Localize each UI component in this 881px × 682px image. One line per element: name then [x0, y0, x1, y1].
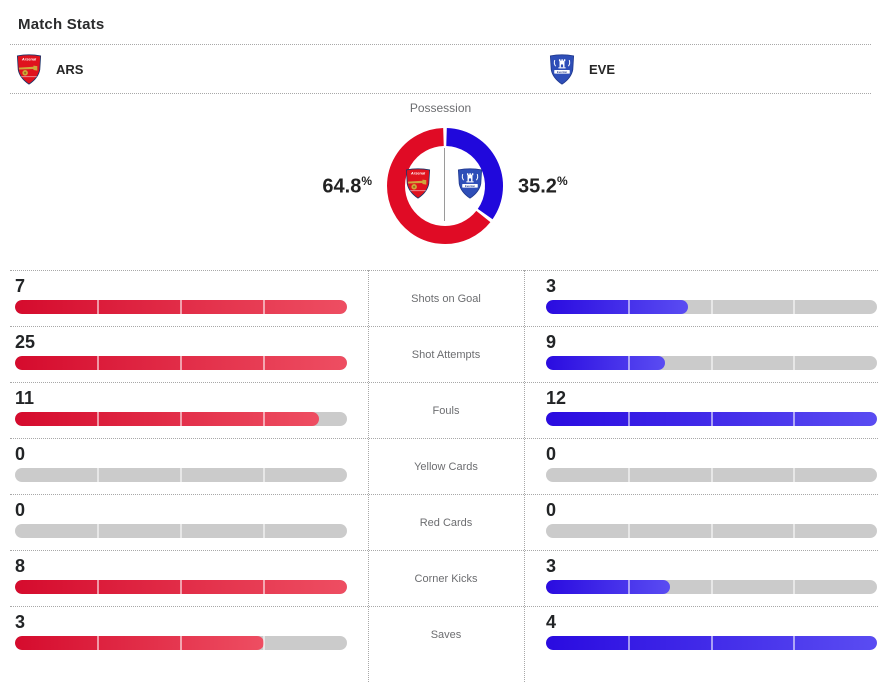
- home-stat-bar: [15, 636, 347, 650]
- away-stat-value: 12: [546, 388, 567, 408]
- home-stat-value: 11: [15, 388, 35, 408]
- home-team: ARS: [15, 45, 83, 93]
- stat-row: 8 Corner Kicks 3: [10, 550, 878, 606]
- divider: [10, 93, 871, 94]
- home-stat-bar: [15, 356, 347, 370]
- possession-label: Possession: [409, 101, 472, 115]
- away-stat-bar: [546, 636, 877, 650]
- home-stat-bar: [15, 468, 347, 482]
- home-stat-bar: [15, 524, 347, 538]
- stat-label: Fouls: [432, 404, 460, 417]
- away-stat-value: 9: [546, 332, 557, 352]
- home-team-abbr: ARS: [56, 61, 84, 77]
- stat-label: Saves: [430, 628, 462, 641]
- away-stat-bar: [546, 580, 877, 594]
- stat-row: 0 Red Cards 0: [10, 494, 878, 550]
- home-stat-value: 25: [15, 332, 36, 352]
- panel-header: Match Stats: [0, 0, 881, 44]
- stat-row: 0 Yellow Cards 0: [10, 438, 878, 494]
- divider: [368, 270, 369, 682]
- possession-section: Possession 64.8% 35.2%: [0, 94, 881, 270]
- home-stat-bar: [15, 580, 347, 594]
- away-stat-value: 3: [546, 276, 557, 296]
- away-stat-bar: [546, 468, 877, 482]
- home-stat-value: 8: [15, 556, 26, 576]
- away-stat-value: 3: [546, 556, 557, 576]
- team-row: ARS EVE: [0, 45, 881, 93]
- home-possession-pct: 64.8%: [322, 173, 372, 198]
- away-possession-pct: 35.2%: [518, 173, 568, 198]
- divider: [10, 44, 871, 45]
- arsenal-crest-icon: [404, 168, 432, 199]
- away-stat-value: 4: [546, 612, 557, 632]
- stat-label: Corner Kicks: [414, 572, 478, 585]
- stat-row: 11 Fouls 12: [10, 382, 878, 438]
- away-stat-bar: [546, 524, 877, 538]
- home-stat-bar: [15, 412, 347, 426]
- everton-crest-icon: [456, 168, 484, 199]
- stat-row: 3 Saves 4: [10, 606, 878, 662]
- away-stat-bar: [546, 412, 877, 426]
- stats-table: 7 Shots on Goal 3 25 Shot Attempt: [10, 270, 878, 682]
- away-stat-value: 0: [546, 500, 557, 520]
- stat-label: Shot Attempts: [411, 348, 481, 361]
- divider: [524, 270, 525, 682]
- away-stat-bar: [546, 356, 877, 370]
- away-team-abbr: EVE: [589, 61, 616, 77]
- home-stat-value: 3: [15, 612, 26, 632]
- stat-row: 25 Shot Attempts 9: [10, 326, 878, 382]
- stat-label: Shots on Goal: [411, 292, 481, 305]
- home-stat-value: 0: [15, 444, 26, 464]
- everton-crest-icon: [548, 54, 576, 85]
- page-title: Match Stats: [18, 16, 105, 33]
- possession-donut-chart: [385, 126, 505, 246]
- possession-chart-row: 64.8% 35.2%: [0, 126, 881, 246]
- stat-label: Yellow Cards: [414, 460, 478, 473]
- stat-label: Red Cards: [419, 516, 473, 529]
- away-stat-value: 0: [546, 444, 557, 464]
- away-team: EVE: [548, 45, 615, 93]
- possession-donut-ring: [387, 128, 503, 244]
- arsenal-crest-icon: [15, 54, 43, 85]
- home-stat-value: 0: [15, 500, 26, 520]
- stat-row: 7 Shots on Goal 3: [10, 270, 878, 326]
- home-stat-bar: [15, 300, 347, 314]
- home-stat-value: 7: [15, 276, 26, 296]
- away-stat-bar: [546, 300, 877, 314]
- donut-divider: [444, 148, 445, 221]
